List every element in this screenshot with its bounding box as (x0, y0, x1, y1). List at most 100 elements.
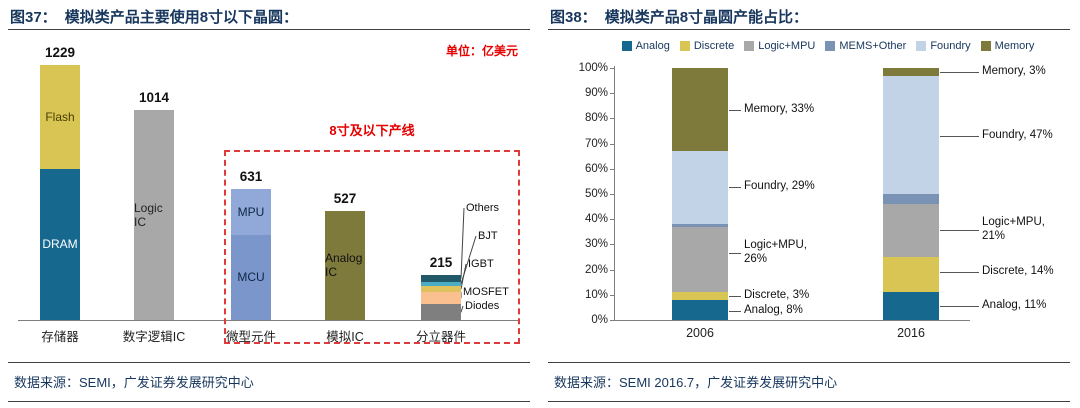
annotation-line (729, 253, 741, 254)
legend-item-discrete: Discrete (679, 40, 735, 52)
figure-37-caption: 模拟类产品主要使用8寸以下晶圆： (64, 9, 299, 26)
segment-2016-memory (883, 68, 939, 76)
data-source-right: 数据来源：SEMI 2016.7，广发证券发展研究中心 (554, 375, 838, 390)
y-axis-tick (610, 194, 614, 195)
y-axis-tick (610, 320, 614, 321)
legend-swatch (916, 41, 927, 51)
bar--ic: Analog IC (325, 210, 365, 320)
wafer-usage-bar-chart: 8寸及以下产线 Flash DRAM 1229 存储器 Logic IC 1014 数字逻辑… (18, 45, 520, 344)
legend-item-foundry: Foundry (916, 40, 971, 52)
segment-2006-foundry (672, 151, 728, 225)
annotation-line (940, 136, 979, 137)
x-axis-label: 存储器 (41, 330, 79, 344)
bar--: MPU MCU (231, 189, 271, 320)
segment-bjt (421, 281, 461, 287)
annotation-2016-analog: Analog, 11% (982, 299, 1047, 312)
legend-swatch (679, 41, 690, 51)
annotation-line (940, 72, 979, 73)
y-axis-line (614, 66, 615, 321)
x-axis-line (614, 320, 970, 321)
annotation-line (729, 110, 741, 111)
bar-- (421, 275, 461, 320)
segment-2006-discrete (672, 292, 728, 300)
segment-2016-foundry (883, 75, 939, 194)
callout-mosfet: MOSFET (463, 286, 509, 298)
y-axis-label: 60% (584, 162, 608, 175)
annotation-2016-memory: Memory, 3% (982, 65, 1046, 78)
x-axis-label: 2006 (686, 326, 714, 340)
y-axis-label: 80% (584, 112, 608, 125)
legend-item-mems-other: MEMS+Other (825, 40, 906, 52)
callout-diodes: Diodes (465, 300, 500, 312)
title-divider (8, 29, 530, 30)
y-axis-label: 70% (584, 137, 608, 150)
segment-2016-mems-other (883, 194, 939, 205)
annotation-2006-discrete: Discrete, 3% (744, 289, 810, 302)
segment-igbt (421, 286, 461, 292)
y-axis-label: 0% (591, 314, 608, 326)
y-axis-label: 30% (584, 238, 608, 251)
bar-value-label: 215 (429, 255, 453, 271)
annotation-2016-foundry: Foundry, 47% (982, 129, 1053, 142)
segment-mcu: MCU (231, 234, 271, 320)
annotation-line (940, 306, 979, 307)
segment-2006-analog (672, 299, 728, 320)
figure-37-panel: 图37： 模拟类产品主要使用8寸以下晶圆： 单位：亿美元 8寸及以下产线 Flas… (8, 6, 530, 402)
y-axis-tick (610, 294, 614, 296)
annotation-line (940, 272, 979, 273)
annotation-2006-analog: Analog, 8% (744, 304, 803, 317)
legend-label: Analog (635, 40, 670, 52)
legend-item-memory: Memory (980, 40, 1035, 52)
x-axis-label: 2016 (897, 326, 925, 340)
callout-bjt: BJT (478, 230, 498, 242)
bar-value-label: 631 (239, 169, 263, 185)
segment-flash: Flash (40, 65, 80, 169)
segment-2016-analog (883, 292, 939, 320)
capacity-share-stacked-chart: 2006 2016 0% 10% 20% 30% 40% 50% 60% 70% 80% 90% 100… (540, 0, 1080, 408)
y-axis-tick (610, 244, 614, 246)
figure-38-title: 图38： 模拟类产品8寸晶圆产能占比： (550, 6, 808, 27)
figure-38-panel: 图38： 模拟类产品8寸晶圆产能占比： Analog Discrete Logic+M… (540, 0, 1080, 408)
bar-value-label: 527 (333, 190, 357, 206)
x-axis-label: 模拟IC (326, 330, 364, 344)
x-axis-label: 数字逻辑IC (122, 330, 186, 344)
legend-label: Memory (994, 40, 1035, 52)
data-source-left: 数据来源：SEMI，广发证券发展研究中心 (14, 375, 254, 390)
legend-swatch (621, 41, 632, 51)
legend-label: Discrete (693, 40, 735, 52)
unit-label: 单位：亿美元 (445, 44, 518, 58)
annotation-line (729, 296, 741, 297)
y-axis-tick (610, 143, 614, 145)
footer-divider-bottom (8, 401, 530, 402)
callout-others: Others (466, 202, 500, 214)
annotation-line (729, 187, 741, 188)
legend-label: Logic+MPU (758, 40, 816, 52)
y-axis-label: 40% (584, 213, 608, 226)
annotation-line (729, 311, 741, 312)
annotation-2006-logic-mpu: Logic+MPU, 26% (744, 239, 807, 265)
segment-others (421, 275, 461, 282)
y-axis-tick (610, 219, 614, 221)
y-axis-tick (610, 93, 614, 95)
annotation-2006-memory: Memory, 33% (744, 103, 815, 116)
x-axis-line (18, 320, 520, 321)
legend-item-logic-mpu: Logic+MPU (744, 40, 815, 52)
y-axis-tick (610, 118, 614, 120)
segment-2016-discrete (883, 257, 939, 293)
annotation-2006-foundry: Foundry, 29% (744, 180, 815, 193)
y-axis-label: 90% (584, 87, 608, 100)
figure-37-title: 图37： 模拟类产品主要使用8寸以下晶圆： (10, 6, 298, 27)
x-axis-label: 分立器件 (415, 330, 466, 344)
highlight-box-label: 8寸及以下产线 (329, 123, 415, 138)
legend-item-analog: Analog (621, 40, 670, 52)
annotation-2016-discrete: Discrete, 14% (982, 265, 1054, 278)
annotation-2016-logic-mpu: Logic+MPU, 21% (982, 216, 1045, 242)
segment-dram: DRAM (40, 168, 80, 320)
highlight-dashed-box (224, 150, 520, 344)
segment-analog-ic: Analog IC (325, 210, 365, 320)
footer-divider-top (8, 362, 530, 363)
figure-38-number: 图38： (550, 9, 597, 26)
figure-38-caption: 模拟类产品8寸晶圆产能占比： (604, 9, 809, 26)
y-axis-label: 50% (584, 188, 608, 200)
